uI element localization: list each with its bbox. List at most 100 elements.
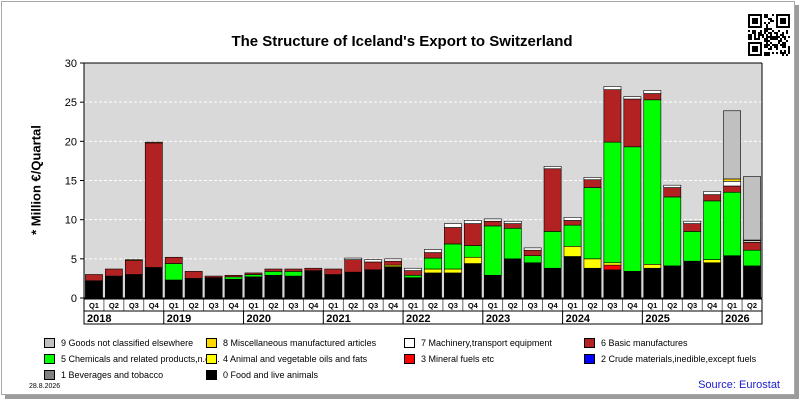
- bar-segment: [663, 184, 682, 188]
- bar-segment: [204, 275, 223, 278]
- y-tick-label: 20: [65, 136, 77, 148]
- bar-segment: [563, 220, 582, 226]
- quarter-tick-label: Q3: [368, 301, 378, 310]
- bar-segment: [364, 269, 383, 299]
- bar-segment: [583, 187, 602, 260]
- legend-label: 5 Chemicals and related products,n.e.s.: [61, 354, 220, 364]
- bar-segment: [284, 275, 303, 299]
- legend-entry: 8 Miscellaneous manufactured articles: [206, 338, 376, 348]
- bar-segment: [404, 274, 422, 278]
- bar-segment: [503, 258, 522, 299]
- year-tick-label: 2019: [167, 313, 191, 325]
- bar-segment: [743, 176, 761, 241]
- quarter-tick-label: Q4: [468, 301, 479, 310]
- quarter-tick-label: Q3: [528, 301, 538, 310]
- quarter-tick-label: Q2: [428, 301, 438, 310]
- legend-label: 1 Beverages and tobacco: [61, 370, 164, 380]
- bar-segment: [124, 259, 143, 261]
- bar-segment: [463, 220, 482, 224]
- legend-entry: 7 Machinery,transport equipment: [404, 338, 552, 348]
- year-tick-label: 2020: [247, 313, 271, 325]
- legend-entry: 1 Beverages and tobacco: [44, 370, 163, 380]
- bar-segment: [124, 260, 143, 275]
- bar-segment: [683, 231, 702, 262]
- quarter-tick-label: Q2: [189, 301, 199, 310]
- bar-segment: [743, 242, 761, 251]
- bar-segment: [523, 249, 542, 256]
- bar-segment: [683, 223, 702, 232]
- quarter-tick-label: Q1: [647, 301, 657, 310]
- bar-segment: [463, 256, 482, 264]
- bar-segment: [244, 274, 263, 278]
- bar-segment: [663, 196, 682, 267]
- bar-segment: [404, 267, 422, 271]
- y-tick-label: 10: [65, 215, 77, 227]
- year-tick-label: 2025: [645, 313, 669, 325]
- bar-segment: [224, 276, 243, 280]
- legend-label: 4 Animal and vegetable oils and fats: [223, 354, 368, 364]
- bar-segment: [144, 267, 163, 299]
- bar-segment: [483, 220, 502, 227]
- bar-segment: [683, 220, 702, 224]
- legend-entry: 4 Animal and vegetable oils and fats: [206, 354, 367, 364]
- bar-segment: [603, 269, 622, 299]
- legend-swatch: [206, 338, 217, 348]
- bar-segment: [603, 141, 622, 264]
- bar-segment: [144, 142, 163, 268]
- bar-segment: [643, 90, 662, 94]
- bar-segment: [164, 279, 183, 299]
- bar-segment: [723, 180, 741, 187]
- bar-segment: [463, 245, 482, 258]
- quarter-tick-label: Q2: [348, 301, 358, 310]
- bar-segment: [304, 270, 323, 299]
- legend-entry: 5 Chemicals and related products,n.e.s.: [44, 354, 220, 364]
- quarter-tick-label: Q3: [448, 301, 458, 310]
- bar-segment: [85, 280, 103, 299]
- bar-segment: [723, 255, 741, 299]
- legend-label: 8 Miscellaneous manufactured articles: [223, 338, 377, 348]
- legend-swatch: [584, 354, 595, 364]
- quarter-tick-label: Q1: [488, 301, 498, 310]
- bar-segment: [543, 267, 562, 299]
- legend-label: 0 Food and live animals: [223, 370, 319, 380]
- quarter-tick-label: Q1: [328, 301, 338, 310]
- bar-segment: [324, 268, 343, 275]
- bar-segment: [264, 271, 283, 276]
- legend-entry: 0 Food and live animals: [206, 370, 318, 380]
- quarter-tick-label: Q4: [707, 301, 718, 310]
- legend-swatch: [584, 338, 595, 348]
- date-stamp: 28.8.2026: [29, 383, 61, 390]
- y-tick-label: 30: [65, 58, 77, 70]
- year-tick-label: 2018: [87, 313, 111, 325]
- quarter-tick-label: Q2: [109, 301, 119, 310]
- bar-segment: [503, 223, 522, 229]
- bar-segment: [483, 225, 502, 276]
- bar-segment: [703, 200, 722, 260]
- bar-segment: [563, 224, 582, 247]
- bar-segment: [344, 257, 363, 260]
- bar-segment: [623, 146, 642, 272]
- bar-segment: [643, 93, 662, 101]
- bar-segment: [563, 217, 582, 221]
- bar-segment: [503, 220, 522, 224]
- quarter-tick-label: Q3: [209, 301, 219, 310]
- bar-segment: [683, 260, 702, 299]
- bar-segment: [583, 179, 602, 188]
- bar-segment: [703, 262, 722, 299]
- bar-segment: [344, 271, 363, 299]
- bar-segment: [424, 272, 442, 299]
- bar-segment: [643, 99, 662, 265]
- quarter-tick-label: Q2: [667, 301, 677, 310]
- bar-segment: [623, 98, 642, 148]
- chart-frame: The Structure of Iceland's Export to Swi…: [1, 1, 795, 395]
- bar-segment: [105, 275, 123, 299]
- bar-segment: [424, 257, 442, 270]
- legend-swatch: [404, 338, 415, 348]
- bar-segment: [643, 267, 662, 299]
- quarter-tick-label: Q4: [388, 301, 399, 310]
- quarter-tick-label: Q1: [169, 301, 179, 310]
- bar-segment: [483, 218, 502, 222]
- quarter-tick-label: Q1: [89, 301, 99, 310]
- bar-segment: [444, 223, 462, 228]
- quarter-tick-label: Q4: [229, 301, 240, 310]
